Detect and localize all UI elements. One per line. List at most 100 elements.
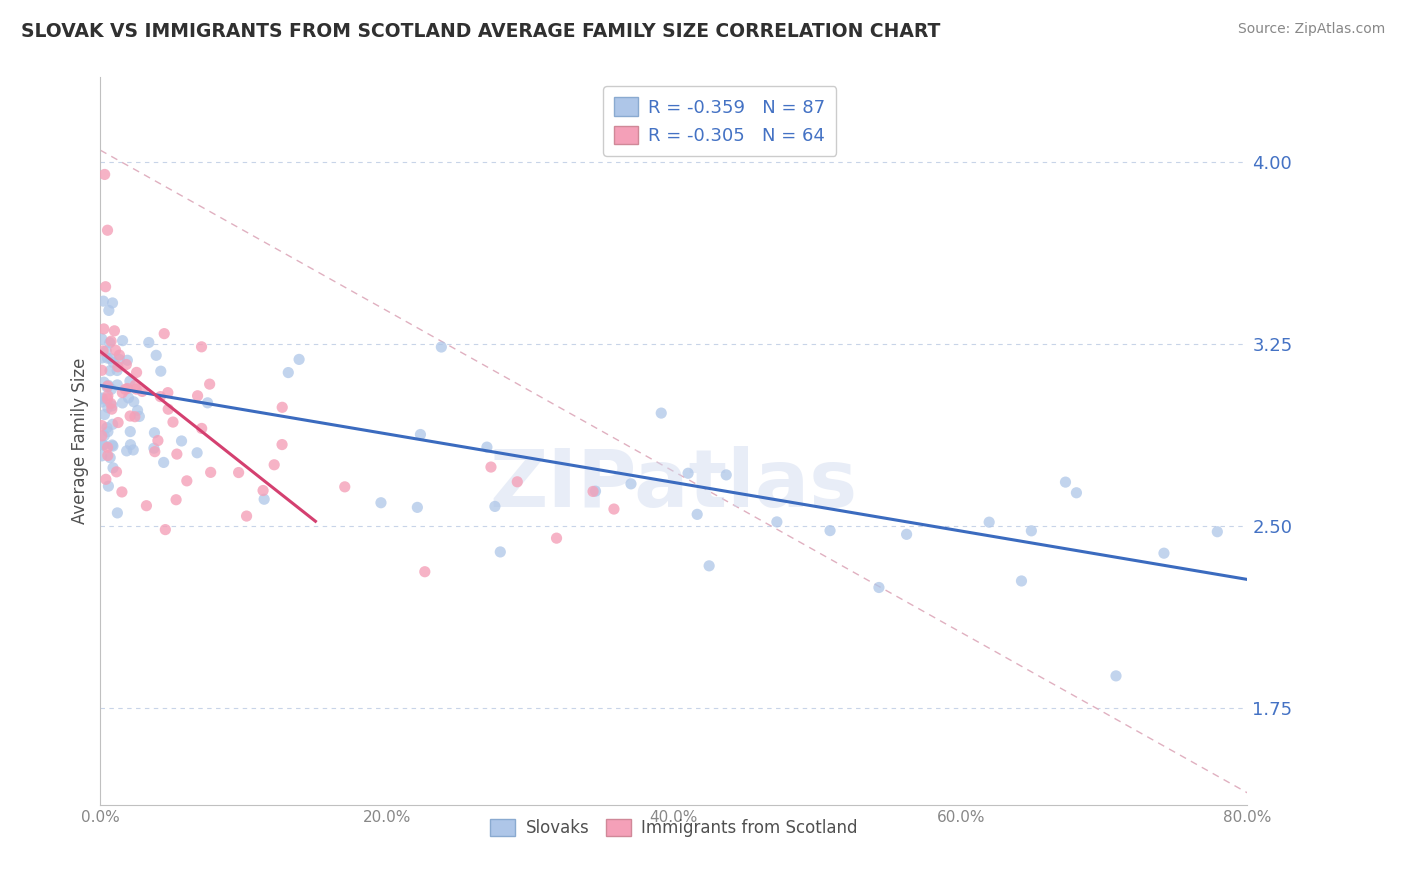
Point [98, 335, 121, 350]
Legend: Slovaks, Immigrants from Scotland: Slovaks, Immigrants from Scotland [484, 813, 865, 844]
Point [1066, 485, 1088, 500]
Point [98, 450, 121, 465]
Point [107, 416, 129, 430]
Text: SLOVAK VS IMMIGRANTS FROM SCOTLAND AVERAGE FAMILY SIZE CORRELATION CHART: SLOVAK VS IMMIGRANTS FROM SCOTLAND AVERA… [21, 22, 941, 41]
Point [333, 480, 356, 494]
Point [430, 340, 453, 354]
Point [162, 415, 184, 429]
Point [1054, 475, 1077, 489]
Point [97, 441, 120, 455]
Point [96, 380, 118, 394]
Point [108, 352, 131, 367]
Point [105, 363, 128, 377]
Point [100, 382, 122, 396]
Point [277, 366, 299, 380]
Point [197, 396, 219, 410]
Point [91, 343, 114, 358]
Point [103, 324, 125, 338]
Text: Source: ZipAtlas.com: Source: ZipAtlas.com [1237, 22, 1385, 37]
Point [100, 334, 122, 348]
Point [156, 385, 179, 400]
Point [90, 429, 112, 443]
Point [124, 378, 146, 392]
Point [117, 353, 139, 368]
Point [104, 343, 127, 358]
Point [105, 506, 128, 520]
Point [165, 492, 187, 507]
Point [97, 379, 120, 393]
Point [818, 524, 841, 538]
Point [484, 500, 506, 514]
Point [100, 351, 122, 366]
Point [100, 396, 122, 410]
Point [101, 402, 124, 417]
Point [111, 334, 134, 348]
Y-axis label: Average Family Size: Average Family Size [72, 358, 89, 524]
Point [187, 389, 209, 403]
Point [105, 465, 128, 479]
Point [90, 363, 112, 377]
Point [1153, 546, 1175, 560]
Point [146, 434, 169, 448]
Point [235, 509, 257, 524]
Point [96, 351, 118, 365]
Point [1011, 574, 1033, 588]
Point [650, 406, 672, 420]
Point [686, 508, 709, 522]
Point [117, 382, 139, 396]
Point [489, 545, 512, 559]
Point [157, 402, 180, 417]
Point [97, 378, 120, 392]
Point [170, 434, 193, 448]
Point [107, 359, 129, 374]
Point [97, 425, 120, 439]
Point [93, 438, 115, 452]
Point [582, 484, 605, 499]
Point [90, 395, 112, 409]
Point [122, 442, 145, 457]
Point [603, 502, 626, 516]
Point [105, 378, 128, 392]
Point [145, 348, 167, 362]
Point [93, 322, 115, 336]
Point [253, 492, 276, 507]
Point [475, 440, 498, 454]
Point [190, 421, 212, 435]
Point [198, 377, 221, 392]
Point [200, 466, 222, 480]
Point [413, 565, 436, 579]
Point [125, 382, 148, 396]
Point [585, 484, 607, 499]
Point [979, 515, 1001, 529]
Point [271, 401, 294, 415]
Point [115, 358, 138, 372]
Point [128, 409, 150, 424]
Point [135, 499, 157, 513]
Point [228, 466, 250, 480]
Point [406, 500, 429, 515]
Point [124, 409, 146, 424]
Point [143, 425, 166, 440]
Point [138, 335, 160, 350]
Point [114, 382, 136, 396]
Point [90, 392, 112, 406]
Point [90, 449, 112, 463]
Point [97, 449, 120, 463]
Point [90, 418, 112, 433]
Point [97, 303, 120, 318]
Point [93, 428, 115, 442]
Point [96, 343, 118, 358]
Point [115, 443, 138, 458]
Point [153, 326, 176, 341]
Point [166, 447, 188, 461]
Point [152, 455, 174, 469]
Point [149, 364, 172, 378]
Point [118, 374, 141, 388]
Point [97, 479, 120, 493]
Point [91, 294, 114, 309]
Point [766, 515, 789, 529]
Point [97, 389, 120, 403]
Point [122, 394, 145, 409]
Point [1206, 524, 1229, 539]
Point [101, 461, 124, 475]
